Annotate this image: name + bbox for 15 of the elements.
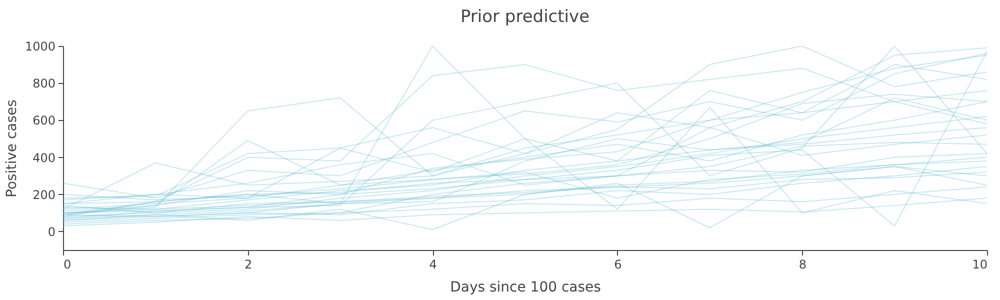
y-tick-label: 0 — [48, 224, 56, 239]
y-tick-label: 1000 — [24, 40, 56, 54]
chart-title: Prior predictive — [460, 7, 590, 27]
y-tick-label: 400 — [32, 150, 56, 165]
x-tick-label: 10 — [972, 258, 988, 272]
x-tick-label: 8 — [798, 258, 807, 272]
x-tick-label: 2 — [244, 258, 252, 272]
y-tick-label: 600 — [32, 114, 56, 128]
x-axis-title: Days since 100 cases — [450, 280, 601, 296]
x-tick-label: 6 — [614, 258, 622, 272]
x-tick-label: 0 — [64, 258, 72, 272]
y-tick-label: 200 — [32, 188, 56, 202]
y-axis-title: Positive cases — [4, 100, 20, 198]
y-tick-label: 800 — [32, 76, 56, 91]
x-tick-label: 4 — [429, 258, 437, 272]
